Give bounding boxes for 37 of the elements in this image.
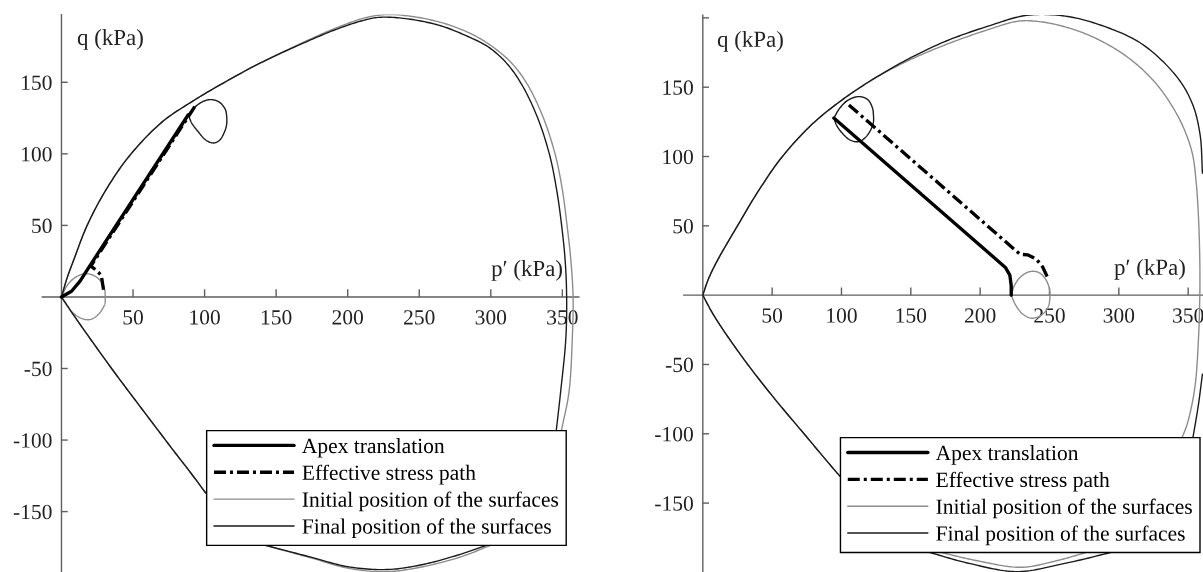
legend-label: Effective stress path (936, 471, 1110, 492)
x-tick-label: 150 (261, 310, 292, 325)
x-tick-label: 300 (1103, 308, 1135, 323)
x-tick-label: 150 (896, 308, 927, 323)
x-axis-title: p′ (kPa) (491, 260, 562, 281)
y-tick-label: -50 (24, 361, 52, 377)
legend-label: Initial position of the surfaces (936, 498, 1192, 519)
x-axis-title: p′ (kPa) (1114, 258, 1185, 280)
x-tick-label: 200 (332, 310, 364, 325)
x-tick-label: 250 (404, 310, 435, 325)
y-axis-title: q (kPa) (717, 30, 783, 52)
y-tick-label: 50 (673, 218, 693, 234)
x-tick-label: 100 (190, 310, 220, 325)
y-tick-label: -150 (13, 504, 52, 520)
y-tick-label: 150 (22, 75, 52, 90)
y-tick-label: 100 (663, 149, 693, 165)
legend-label: Final position of the surfaces (302, 518, 551, 539)
y-tick-label: -100 (13, 433, 52, 448)
x-tick-label: 50 (762, 308, 783, 323)
x-tick-label: 50 (123, 310, 143, 325)
y-tick-label: -50 (665, 357, 693, 373)
y-tick-label: -150 (655, 496, 693, 511)
legend-label: Final position of the surfaces (936, 525, 1185, 546)
x-tick-label: 100 (827, 308, 857, 323)
legend-label: Initial position of the surfaces (302, 491, 559, 512)
y-tick-label: 100 (22, 147, 52, 162)
x-tick-label: 200 (964, 308, 996, 323)
legend-label: Apex translation (935, 445, 1079, 465)
y-tick-label: 50 (32, 218, 52, 234)
x-tick-label: 350 (1173, 308, 1203, 323)
x-tick-label: 250 (1034, 308, 1065, 323)
legend-label: Apex translation (302, 438, 445, 458)
x-tick-label: 300 (475, 310, 507, 325)
y-tick-label: -100 (655, 426, 693, 442)
y-tick-label: 150 (663, 80, 693, 95)
legend-label: Effective stress path (302, 464, 476, 485)
y-axis-title: q (kPa) (77, 29, 143, 50)
